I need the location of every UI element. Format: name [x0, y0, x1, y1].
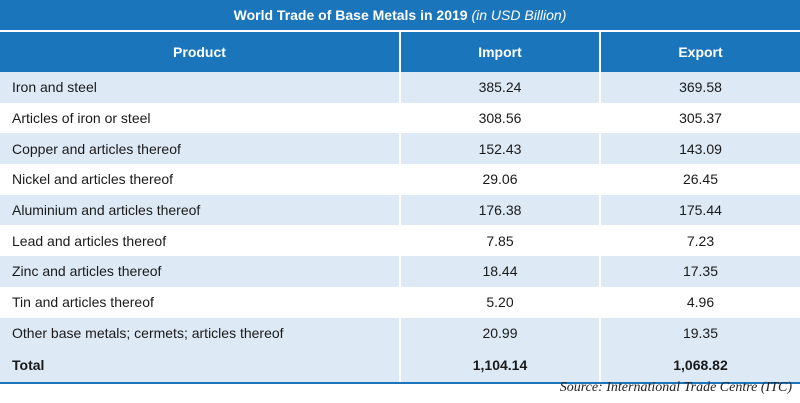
table-row: Aluminium and articles thereof 176.38 17…: [0, 194, 800, 226]
export-cell: 19.35: [600, 317, 800, 349]
export-cell: 305.37: [600, 102, 800, 134]
import-cell: 176.38: [400, 194, 601, 226]
product-cell: Articles of iron or steel: [0, 102, 401, 134]
table-row: Iron and steel 385.24 369.58: [0, 72, 800, 103]
table-row: Copper and articles thereof 152.43 143.0…: [0, 133, 800, 165]
product-cell: Tin and articles thereof: [0, 286, 401, 318]
import-cell: 18.44: [400, 256, 601, 287]
export-cell: 17.35: [600, 256, 800, 287]
export-cell: 143.09: [600, 133, 800, 165]
import-cell: 7.85: [400, 225, 601, 257]
product-cell: Zinc and articles thereof: [0, 256, 401, 287]
table-title-bar: World Trade of Base Metals in 2019 (in U…: [0, 0, 800, 30]
import-cell: 20.99: [400, 317, 601, 349]
source-note: Source: International Trade Centre (ITC): [559, 380, 792, 395]
product-cell: Copper and articles thereof: [0, 133, 401, 165]
product-cell: Iron and steel: [0, 72, 401, 103]
table-row: Nickel and articles thereof 29.06 26.45: [0, 164, 800, 195]
import-cell: 385.24: [400, 72, 601, 103]
export-cell: 369.58: [600, 72, 800, 103]
import-cell: 152.43: [400, 133, 601, 165]
export-cell: 4.96: [600, 286, 800, 318]
table-row: Other base metals; cermets; articles the…: [0, 317, 800, 349]
import-cell: 308.56: [400, 102, 601, 134]
product-cell: Lead and articles thereof: [0, 225, 401, 257]
table-row: Lead and articles thereof 7.85 7.23: [0, 225, 800, 257]
header-row: Product Import Export: [0, 32, 800, 72]
header-import: Import: [400, 32, 601, 72]
table-title: World Trade of Base Metals in 2019: [233, 7, 468, 23]
import-cell: 5.20: [400, 286, 601, 318]
total-label: Total: [0, 348, 401, 385]
total-import: 1,104.14: [400, 348, 601, 385]
header-product: Product: [0, 32, 401, 72]
total-row: Total 1,104.14 1,068.82: [0, 348, 800, 385]
total-export: 1,068.82: [600, 348, 800, 385]
export-cell: 26.45: [600, 164, 800, 195]
header-export: Export: [600, 32, 800, 72]
table-row: Tin and articles thereof 5.20 4.96: [0, 286, 800, 318]
table-row: Zinc and articles thereof 18.44 17.35: [0, 256, 800, 287]
product-cell: Nickel and articles thereof: [0, 164, 401, 195]
export-cell: 7.23: [600, 225, 800, 257]
product-cell: Aluminium and articles thereof: [0, 194, 401, 226]
export-cell: 175.44: [600, 194, 800, 226]
product-cell: Other base metals; cermets; articles the…: [0, 317, 401, 349]
table-row: Articles of iron or steel 308.56 305.37: [0, 102, 800, 134]
import-cell: 29.06: [400, 164, 601, 195]
table-title-unit: (in USD Billion): [471, 7, 567, 23]
base-metals-table: Product Import Export Iron and steel 385…: [0, 32, 800, 385]
